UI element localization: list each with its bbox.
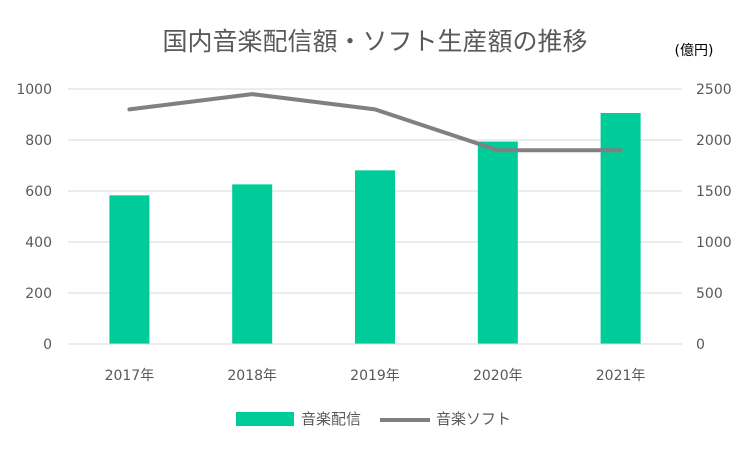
y-left-tick-label: 0 (43, 337, 52, 353)
x-tick-label: 2018年 (227, 368, 277, 384)
y-left-tick-label: 400 (25, 235, 52, 251)
y-axis-right: 0 500 1000 1500 2000 2500 (696, 82, 732, 353)
line-音楽ソフト (127, 92, 623, 153)
y-right-tick-label: 0 (696, 337, 705, 353)
line-series (127, 92, 623, 153)
legend: 音楽配信 音楽ソフト (236, 410, 511, 428)
y-right-tick-label: 2500 (696, 82, 732, 98)
y-axis-left: 0 200 400 600 800 1000 (16, 82, 52, 353)
x-tick-label: 2017年 (105, 368, 155, 384)
bar-2017年 (109, 195, 150, 344)
x-tick-label: 2021年 (596, 368, 646, 384)
chart-title: 国内音楽配信額・ソフト生産額の推移 (162, 27, 587, 56)
y-left-tick-label: 200 (25, 286, 52, 302)
y-left-tick-label: 600 (25, 184, 52, 200)
x-tick-label: 2019年 (350, 368, 400, 384)
bar-2018年 (232, 184, 273, 344)
unit-label: (億円) (675, 43, 714, 59)
bar-2019年 (355, 170, 395, 344)
bar-2020年 (477, 141, 518, 344)
legend-label-bar: 音楽配信 (301, 410, 361, 428)
y-right-tick-label: 500 (696, 286, 723, 302)
y-right-tick-label: 1000 (696, 235, 732, 251)
legend-swatch-bar (236, 412, 294, 426)
x-tick-label: 2020年 (473, 368, 523, 384)
x-axis: 2017年 2018年 2019年 2020年 2021年 (68, 343, 682, 384)
y-left-tick-label: 800 (25, 133, 52, 149)
y-right-tick-label: 2000 (696, 133, 732, 149)
y-left-tick-label: 1000 (16, 82, 52, 98)
bar-series (109, 112, 641, 344)
legend-label-line: 音楽ソフト (436, 410, 511, 428)
y-right-tick-label: 1500 (696, 184, 732, 200)
bar-2021年 (600, 112, 641, 344)
